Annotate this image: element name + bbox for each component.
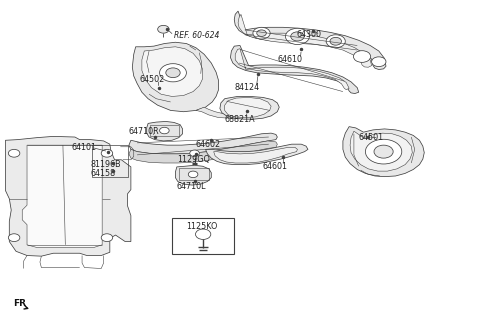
Circle shape — [286, 28, 310, 45]
Circle shape — [101, 234, 113, 242]
Polygon shape — [230, 46, 359, 94]
Circle shape — [8, 234, 20, 242]
Circle shape — [159, 64, 186, 82]
Circle shape — [253, 27, 270, 39]
Circle shape — [374, 145, 393, 158]
Polygon shape — [132, 42, 218, 112]
Polygon shape — [225, 97, 271, 118]
Polygon shape — [142, 47, 203, 96]
Text: 64710R: 64710R — [129, 127, 159, 136]
Text: 64158: 64158 — [91, 169, 116, 178]
Text: 64501: 64501 — [359, 133, 384, 142]
Text: 64601: 64601 — [263, 162, 288, 171]
Text: REF. 60-624: REF. 60-624 — [174, 31, 219, 40]
Text: 64710L: 64710L — [177, 182, 206, 191]
Circle shape — [372, 57, 386, 67]
Circle shape — [291, 32, 304, 41]
Text: 64300: 64300 — [297, 30, 322, 39]
Circle shape — [101, 149, 113, 157]
Circle shape — [353, 51, 371, 62]
Polygon shape — [238, 14, 372, 67]
Polygon shape — [234, 11, 386, 69]
Polygon shape — [220, 96, 279, 119]
Circle shape — [365, 139, 402, 164]
Circle shape — [8, 149, 20, 157]
Circle shape — [188, 171, 198, 178]
Text: 64502: 64502 — [140, 75, 165, 84]
Polygon shape — [343, 126, 424, 177]
Polygon shape — [350, 131, 412, 171]
Text: 64101: 64101 — [72, 143, 96, 152]
Polygon shape — [205, 144, 308, 165]
Text: FR: FR — [12, 299, 25, 308]
Text: 64610: 64610 — [277, 55, 302, 64]
Polygon shape — [147, 122, 182, 141]
Polygon shape — [129, 133, 277, 154]
Circle shape — [190, 150, 199, 156]
Text: 81196B: 81196B — [91, 160, 121, 169]
Circle shape — [330, 37, 341, 45]
Circle shape — [326, 35, 345, 48]
Text: 1125KO: 1125KO — [186, 222, 218, 231]
Polygon shape — [235, 49, 349, 90]
FancyBboxPatch shape — [172, 218, 234, 254]
Text: 68821A: 68821A — [225, 115, 255, 124]
Circle shape — [257, 30, 266, 37]
Text: 64602: 64602 — [196, 140, 221, 149]
Circle shape — [195, 229, 211, 239]
Text: 84124: 84124 — [234, 83, 259, 92]
Polygon shape — [22, 145, 102, 247]
Polygon shape — [175, 165, 211, 185]
Circle shape — [166, 68, 180, 78]
Polygon shape — [196, 107, 250, 118]
Polygon shape — [214, 147, 298, 163]
Text: 1129GQ: 1129GQ — [177, 155, 210, 164]
Polygon shape — [5, 136, 131, 256]
Circle shape — [159, 127, 169, 134]
Polygon shape — [129, 141, 277, 163]
Circle shape — [157, 25, 169, 33]
